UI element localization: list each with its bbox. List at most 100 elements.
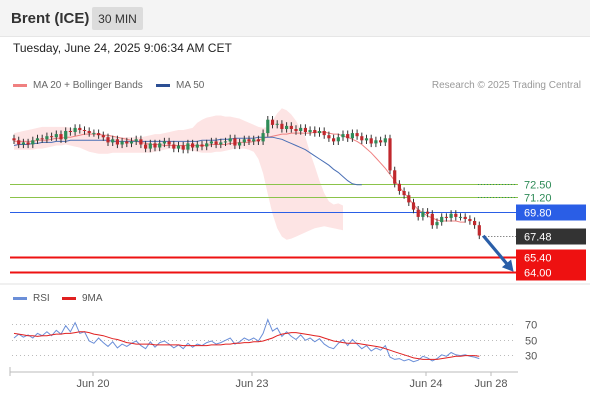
candle-body: [261, 133, 265, 142]
candle-body: [426, 211, 430, 214]
candles-group: [12, 116, 481, 240]
rsi-tick-label: 50: [525, 336, 537, 348]
level-label-71.20: 71.20: [524, 193, 552, 205]
level-label-69.80: 69.80: [524, 208, 552, 220]
candle-body: [139, 139, 143, 145]
instrument-title: Brent (ICE): [11, 10, 90, 27]
level-tag-69.80: [516, 204, 586, 221]
candle-body: [92, 133, 96, 135]
ma20-swatch: [13, 84, 27, 87]
candle-body: [435, 222, 439, 226]
candle-body: [82, 130, 87, 131]
candle-body: [78, 127, 82, 130]
candle-body: [430, 213, 434, 226]
x-tick-label: Jun 20: [76, 378, 109, 390]
candle-body: [303, 127, 307, 132]
candle-body: [252, 139, 256, 142]
copyright: Research © 2025 Trading Central: [431, 80, 581, 91]
candle-body: [350, 133, 354, 139]
candle-body: [115, 139, 119, 145]
timeframe-badge[interactable]: 30 MIN: [92, 7, 143, 30]
candle-body: [270, 119, 275, 125]
candle-body: [247, 139, 251, 142]
rsi-tick-label: 30: [525, 351, 537, 363]
projection-arrow-head: [501, 259, 514, 272]
candle-body: [191, 143, 195, 148]
candle-body: [477, 225, 481, 236]
candle-body: [144, 144, 148, 149]
rsi-legend-label: RSI: [33, 293, 50, 304]
ma20-legend-label: MA 20 + Bollinger Bands: [33, 80, 143, 91]
rsi-swatch: [13, 297, 27, 300]
candle-body: [473, 221, 477, 226]
candle-body: [327, 135, 331, 139]
candle-body: [12, 138, 16, 141]
candle-body: [205, 143, 209, 147]
candle-body: [360, 136, 364, 141]
candle-body: [209, 141, 213, 144]
x-tick-label: Jun 28: [474, 378, 507, 390]
candle-body: [97, 133, 101, 136]
ma50-legend-label: MA 50: [176, 80, 205, 91]
candle-body: [120, 141, 124, 145]
candle-body: [68, 131, 72, 132]
candle-body: [313, 130, 317, 134]
rsi-tick-label: 70: [525, 320, 537, 332]
candle-body: [219, 142, 223, 145]
level-tag-65.40: [516, 249, 586, 266]
candle-body: [397, 183, 401, 191]
candle-body: [176, 145, 181, 149]
candle-body: [275, 123, 279, 125]
candle-body: [364, 138, 369, 141]
level-tag-64.00: [516, 264, 586, 281]
candle-body: [50, 136, 54, 138]
candle-body: [228, 138, 232, 142]
candle-body: [153, 143, 157, 148]
candle-body: [17, 140, 21, 145]
candle-body: [134, 139, 138, 142]
candle-body: [172, 144, 176, 149]
candle-body: [158, 143, 162, 148]
candle-body: [336, 137, 340, 142]
candle-body: [454, 213, 458, 217]
candle-body: [223, 141, 228, 143]
candle-body: [299, 127, 303, 131]
candle-body: [31, 140, 35, 145]
rsi-ma-line: [13, 331, 480, 360]
candle-body: [369, 138, 373, 144]
candle-body: [379, 140, 383, 143]
candle-body: [285, 125, 289, 129]
level-label-64.00: 64.00: [524, 268, 552, 280]
rsi-ma-legend: 9MA: [62, 293, 103, 304]
bollinger-band: [14, 108, 343, 240]
candle-body: [411, 202, 416, 210]
candle-body: [402, 191, 406, 196]
candle-body: [214, 141, 218, 145]
candle-body: [73, 127, 77, 132]
ma50-legend: MA 50: [156, 80, 204, 91]
level-label-72.50: 72.50: [524, 180, 552, 192]
timestamp: Tuesday, June 24, 2025 9:06:34 AM CET: [13, 41, 232, 55]
candle-body: [289, 125, 293, 129]
rsi-line: [13, 318, 480, 363]
candle-body: [106, 137, 110, 143]
candle-body: [317, 131, 322, 134]
candle-body: [238, 142, 242, 146]
ma20-legend: MA 20 + Bollinger Bands: [13, 80, 143, 91]
candle-body: [458, 216, 463, 218]
level-label-67.48: 67.48: [524, 232, 552, 244]
candle-body: [393, 170, 397, 184]
candle-body: [444, 216, 448, 218]
candle-body: [468, 219, 472, 222]
x-tick-label: Jun 23: [235, 378, 268, 390]
candle-body: [388, 138, 392, 171]
candle-body: [87, 131, 91, 134]
candle-body: [407, 195, 411, 203]
candle-body: [341, 134, 345, 138]
candle-body: [280, 123, 284, 129]
candle-body: [59, 134, 63, 140]
candle-body: [111, 139, 115, 143]
candle-body: [355, 133, 359, 137]
candle-body: [383, 138, 387, 143]
